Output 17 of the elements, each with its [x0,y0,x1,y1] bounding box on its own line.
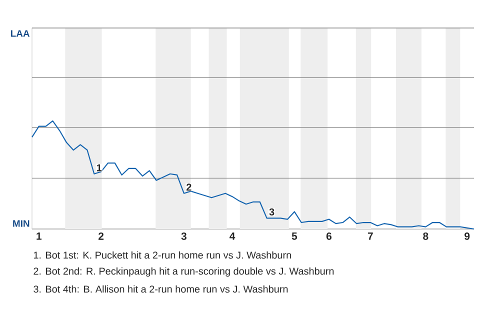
text: 1. Bot 1st: K. Puckett hit a 2-run home run vs J. Washburn [34,251,291,259]
x-tick-label: 3 [181,232,186,240]
annotation: 2 [186,184,192,191]
x-tick-label: 8 [423,232,428,240]
annotation: 3 [269,208,274,216]
x-tick-label: 9 [464,232,470,240]
x-tick-label: 4 [230,232,236,240]
text: MIN [13,220,30,227]
x-tick-label: 2 [98,232,104,240]
x-tick-label: 1 [36,232,42,240]
text: 3. Bot 4th: B. Allison hit a 2-run home run vs J. Washburn [34,285,288,293]
x-tick-label: 7 [368,232,373,240]
x-tick-label: 6 [326,232,332,240]
text: 2. Bot 2nd: R. Peckinpaugh hit a run-scoring double vs J. Washburn [34,267,334,277]
annotation: 1 [96,164,102,172]
text: LAA [10,30,30,37]
x-tick-label: 5 [292,232,298,240]
